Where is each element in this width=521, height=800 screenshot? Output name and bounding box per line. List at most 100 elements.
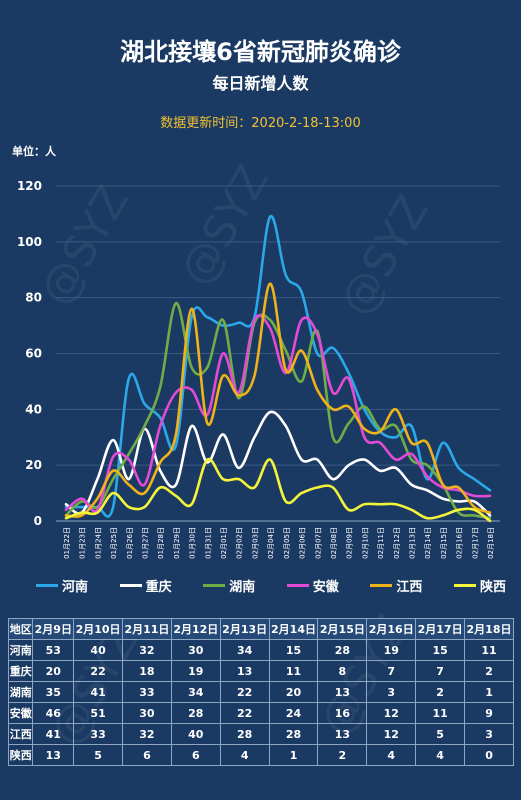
table-cell: 19 (170, 660, 221, 682)
table-header-cell: 2月16日 (366, 618, 417, 640)
x-tick-label: 02月14日 (424, 527, 432, 559)
x-tick-label: 02月13日 (408, 527, 416, 559)
legend-item: 江西 (370, 576, 422, 595)
table-header-row: 地区 2月9日 2月10日 2月11日 2月12日 2月13日 2月14日 2月15日 2月16… (7, 618, 514, 640)
table-row: 陕西 13 5 6 6 4 1 2 4 4 0 (7, 744, 514, 766)
table-cell: 28 (170, 702, 221, 724)
chart-legend: 河南 重庆 湖南 安徽 江西 陕西 (36, 576, 506, 595)
table-cell: 9 (464, 702, 514, 724)
table-cell: 1 (464, 681, 514, 703)
table-cell: 7 (415, 660, 466, 682)
legend-swatch (453, 584, 476, 587)
y-tick-label: 120 (17, 179, 42, 193)
table-cell: 重庆 (7, 660, 34, 682)
table-header-cell: 2月13日 (219, 618, 270, 640)
x-tick-label: 02月18日 (487, 527, 495, 559)
x-tick-label: 02月17日 (471, 527, 479, 559)
legend-label: 河南 (62, 580, 89, 595)
x-tick-label: 02月07日 (314, 527, 322, 559)
table-row: 河南 53 40 32 30 34 15 28 19 15 11 (7, 639, 514, 661)
table-cell: 40 (170, 723, 221, 745)
table-header-cell: 2月10日 (73, 618, 124, 640)
table-row: 安徽 46 51 30 28 22 24 16 12 11 9 (7, 702, 514, 724)
x-tick-label: 01月30日 (189, 527, 197, 559)
table-cell: 18 (122, 660, 172, 682)
legend-swatch (203, 584, 226, 587)
table-cell: 1 (268, 744, 319, 766)
table-header-cell: 地区 (7, 618, 34, 640)
table-cell: 5 (73, 744, 124, 766)
x-tick-label: 02月12日 (393, 527, 401, 559)
table-cell: 12 (366, 702, 417, 724)
table-cell: 陕西 (7, 744, 34, 766)
legend-swatch (36, 584, 58, 587)
x-tick-label: 01月24日 (94, 527, 102, 559)
unit-label: 单位：人 (12, 145, 56, 158)
table-cell: 46 (32, 702, 75, 724)
table-cell: 11 (464, 639, 514, 661)
table-cell: 12 (366, 723, 417, 745)
table-header-cell: 2月17日 (415, 618, 466, 640)
table-cell: 6 (170, 744, 221, 766)
legend-swatch (119, 584, 142, 587)
x-tick-label: 02月06日 (299, 527, 307, 559)
table-header-cell: 2月11日 (122, 618, 172, 640)
x-tick-label: 02月08日 (330, 527, 338, 559)
table-cell: 30 (170, 639, 221, 661)
legend-label: 湖南 (229, 580, 256, 595)
table-cell: 河南 (7, 639, 34, 661)
x-tick-label: 01月22日 (63, 527, 71, 559)
legend-item: 湖南 (203, 576, 255, 595)
table-cell: 22 (73, 660, 124, 682)
table-cell: 4 (415, 744, 466, 766)
table-cell: 32 (122, 639, 172, 661)
table-cell: 安徽 (7, 702, 34, 724)
x-tick-label: 01月25日 (110, 527, 118, 559)
y-tick-label: 100 (17, 235, 42, 249)
table-cell: 40 (73, 639, 124, 661)
table-cell: 53 (32, 639, 75, 661)
y-tick-label: 0 (34, 514, 42, 528)
table-cell: 13 (32, 744, 75, 766)
y-tick-label: 20 (25, 458, 42, 472)
table-cell: 16 (317, 702, 368, 724)
legend-label: 重庆 (145, 580, 172, 595)
legend-label: 安徽 (312, 580, 339, 595)
table-cell: 湖南 (7, 681, 34, 703)
data-table: 地区 2月9日 2月10日 2月11日 2月12日 2月13日 2月14日 2月15日 2月16… (7, 618, 514, 766)
legend-swatch (370, 584, 393, 587)
x-tick-label: 02月03日 (251, 527, 259, 559)
table-cell: 2 (317, 744, 368, 766)
table-cell: 11 (415, 702, 466, 724)
series-line-湖南 (64, 301, 492, 520)
table-cell: 4 (219, 744, 270, 766)
x-tick-label: 01月26日 (126, 527, 134, 559)
page-title: 湖北接壤6省新冠肺炎确诊 (120, 38, 401, 66)
legend-item: 重庆 (119, 576, 172, 595)
update-time: 数据更新时间：2020-2-18-13:00 (160, 116, 361, 131)
x-tick-label: 01月28日 (157, 527, 165, 559)
x-tick-label: 02月01日 (220, 527, 228, 559)
x-tick-label: 02月02日 (236, 527, 244, 559)
table-cell: 32 (122, 723, 172, 745)
y-tick-label: 40 (25, 402, 42, 416)
table-cell: 30 (122, 702, 172, 724)
line-chart: 0 20 40 60 80 100 120 01月22日 01月23日 01月24日 01月25日 0… (17, 179, 500, 559)
table-cell: 41 (73, 681, 124, 703)
x-tick-label: 01月27日 (142, 527, 150, 559)
series-line-河南 (64, 215, 492, 518)
table-cell: 34 (219, 639, 270, 661)
table-cell: 4 (366, 744, 417, 766)
table-cell: 51 (73, 702, 124, 724)
table-cell: 35 (32, 681, 75, 703)
table-cell: 19 (366, 639, 417, 661)
table-cell: 41 (32, 723, 75, 745)
y-tick-label: 60 (25, 347, 42, 361)
table-cell: 34 (170, 681, 221, 703)
table-cell: 13 (317, 681, 368, 703)
table-cell: 0 (464, 744, 514, 766)
table-header-cell: 2月15日 (317, 618, 368, 640)
table-cell: 8 (317, 660, 368, 682)
table-cell: 20 (32, 660, 75, 682)
table-header-cell: 2月18日 (464, 618, 514, 640)
